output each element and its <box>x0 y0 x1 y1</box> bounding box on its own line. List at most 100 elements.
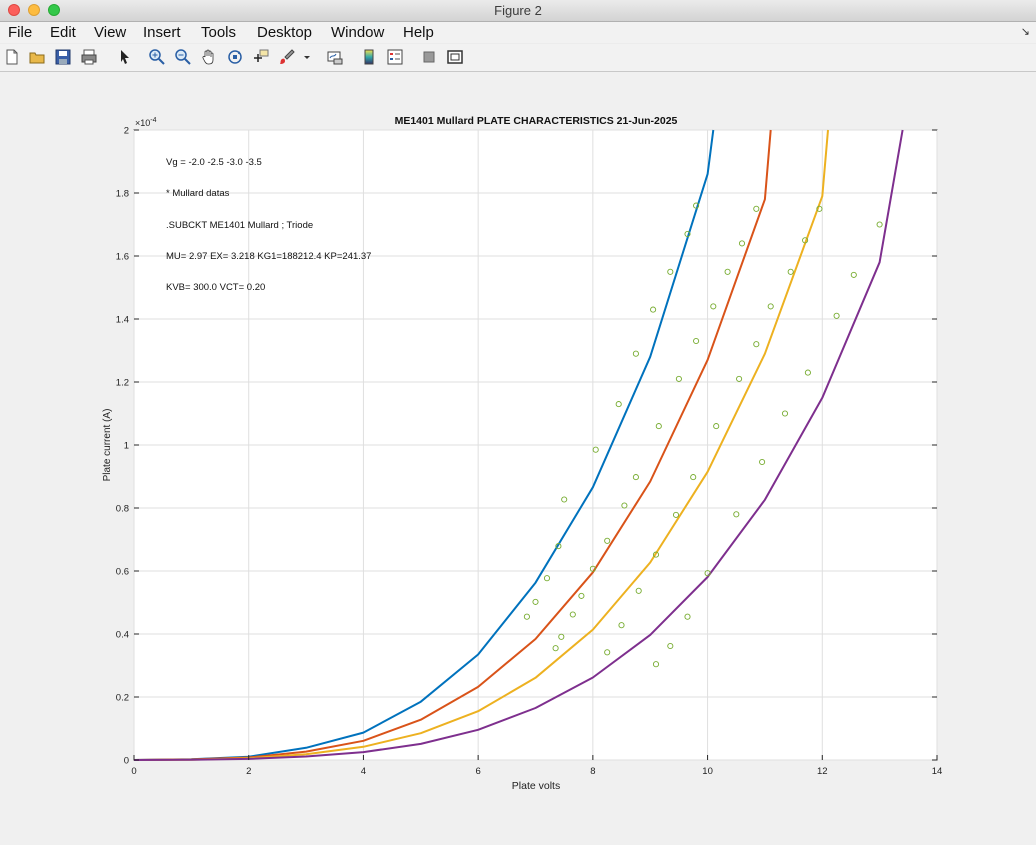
figure-canvas: 0 2 4 6 8 10 12 14 0 0.2 0.4 0.6 0.8 1 1.2 1.4 1.6 1.8 2 M… <box>0 72 1036 845</box>
data-marker[interactable] <box>652 661 660 668</box>
plot-svg[interactable]: 0 2 4 6 8 10 12 14 0 0.2 0.4 0.6 0.8 1 1.2 1.4 1.6 1.8 2 M… <box>0 72 1036 845</box>
menu-tools[interactable]: Tools <box>201 24 237 41</box>
annotation-mullard-datas: * Mullard datas <box>166 188 230 199</box>
pointer-icon[interactable] <box>116 48 134 66</box>
menu-view[interactable]: View <box>94 24 127 41</box>
data-marker[interactable] <box>693 202 700 209</box>
data-marker[interactable] <box>555 543 562 550</box>
data-marker[interactable] <box>604 537 611 544</box>
data-marker[interactable] <box>693 337 700 345</box>
data-marker[interactable] <box>667 642 674 650</box>
data-marker[interactable] <box>802 237 809 244</box>
data-marker[interactable] <box>753 205 760 212</box>
menu-insert[interactable]: Insert <box>143 24 181 41</box>
data-marker[interactable] <box>816 205 823 212</box>
window-title: Figure 2 <box>494 3 542 18</box>
annotation-kvb: KVB= 300.0 VCT= 0.20 <box>166 282 265 293</box>
data-marker[interactable] <box>632 350 639 357</box>
minimize-window-button[interactable] <box>28 4 40 16</box>
brush-icon[interactable] <box>278 48 296 66</box>
data-marker[interactable] <box>736 375 743 382</box>
menu-bar: File Edit View Insert Tools Desktop Wind… <box>0 22 1036 43</box>
data-marker[interactable] <box>724 268 731 275</box>
new-figure-icon[interactable] <box>3 48 21 66</box>
y-tick-label: 1.4 <box>116 315 129 326</box>
data-marker[interactable] <box>690 474 697 481</box>
brush-dropdown-icon[interactable] <box>302 48 312 66</box>
data-marker[interactable] <box>876 221 883 228</box>
data-marker[interactable] <box>753 341 760 348</box>
data-marker[interactable] <box>615 401 622 408</box>
data-marker[interactable] <box>561 496 568 503</box>
data-marker[interactable] <box>850 271 857 278</box>
show-plot-tools-icon[interactable] <box>446 48 464 66</box>
pan-hand-icon[interactable] <box>200 48 218 66</box>
data-marker[interactable] <box>787 268 794 275</box>
annotation-params: MU= 2.97 EX= 3.218 KG1=188212.4 KP=241.3… <box>166 251 371 262</box>
x-tick-label: 8 <box>590 766 595 777</box>
open-file-icon[interactable] <box>28 48 46 66</box>
print-icon[interactable] <box>80 48 98 66</box>
data-marker[interactable] <box>667 268 674 275</box>
menu-edit[interactable]: Edit <box>50 24 76 41</box>
menu-help[interactable]: Help <box>403 24 434 41</box>
legend-icon[interactable] <box>386 48 404 66</box>
data-cursor-icon[interactable] <box>252 48 270 66</box>
data-marker[interactable] <box>578 592 585 599</box>
data-marker[interactable] <box>632 474 639 481</box>
close-window-button[interactable] <box>8 4 20 16</box>
rotate-3d-icon[interactable] <box>226 48 244 66</box>
data-marker[interactable] <box>523 613 530 620</box>
x-tick-label: 2 <box>246 766 251 777</box>
data-marker[interactable] <box>833 312 840 319</box>
x-tick-label: 10 <box>702 766 713 777</box>
data-marker[interactable] <box>589 565 596 572</box>
menu-desktop[interactable]: Desktop <box>257 24 313 41</box>
data-marker[interactable] <box>733 511 740 518</box>
data-marker[interactable] <box>704 570 711 577</box>
data-marker[interactable] <box>635 587 642 594</box>
x-axis-label: Plate volts <box>512 780 560 792</box>
data-marker[interactable] <box>569 611 576 618</box>
save-icon[interactable] <box>54 48 72 66</box>
data-marker[interactable] <box>592 446 599 453</box>
data-marker[interactable] <box>672 511 680 518</box>
data-marker[interactable] <box>684 613 691 620</box>
y-tick-label: 0.4 <box>116 630 129 641</box>
data-marker[interactable] <box>781 410 789 417</box>
data-marker[interactable] <box>650 306 657 313</box>
colorbar-icon[interactable] <box>360 48 378 66</box>
window-titlebar: Figure 2 <box>0 0 1036 22</box>
zoom-in-icon[interactable] <box>148 48 166 66</box>
menu-window[interactable]: Window <box>331 24 385 41</box>
zoom-out-icon[interactable] <box>174 48 192 66</box>
data-marker[interactable] <box>655 423 662 430</box>
data-marker[interactable] <box>713 423 720 430</box>
data-marker[interactable] <box>710 303 717 310</box>
data-marker[interactable] <box>618 622 625 629</box>
data-marker[interactable] <box>738 240 746 247</box>
menu-file[interactable]: File <box>8 24 33 41</box>
data-marker[interactable] <box>532 598 539 605</box>
y-tick-label: 1.8 <box>116 189 129 200</box>
data-marker[interactable] <box>767 303 774 310</box>
hide-plot-tools-icon[interactable] <box>420 48 438 66</box>
maximize-window-button[interactable] <box>48 4 60 16</box>
data-marker[interactable] <box>552 645 559 652</box>
data-marker[interactable] <box>684 230 691 238</box>
x-tick-label: 6 <box>475 766 480 777</box>
data-marker[interactable] <box>759 458 766 466</box>
annotation-vg: Vg = -2.0 -2.5 -3.0 -3.5 <box>166 157 262 168</box>
figure-toolbar <box>0 44 1036 72</box>
data-marker[interactable] <box>675 375 682 382</box>
link-plot-icon[interactable] <box>326 48 344 66</box>
series-line-4[interactable] <box>133 129 904 761</box>
data-marker[interactable] <box>558 633 565 640</box>
menu-overflow-icon[interactable]: ↘ <box>1020 26 1030 38</box>
x-tick-label: 4 <box>361 766 366 777</box>
data-marker[interactable] <box>804 369 811 376</box>
data-marker[interactable] <box>652 551 660 558</box>
data-marker[interactable] <box>621 502 628 509</box>
data-marker[interactable] <box>604 649 611 656</box>
data-marker[interactable] <box>543 575 551 582</box>
